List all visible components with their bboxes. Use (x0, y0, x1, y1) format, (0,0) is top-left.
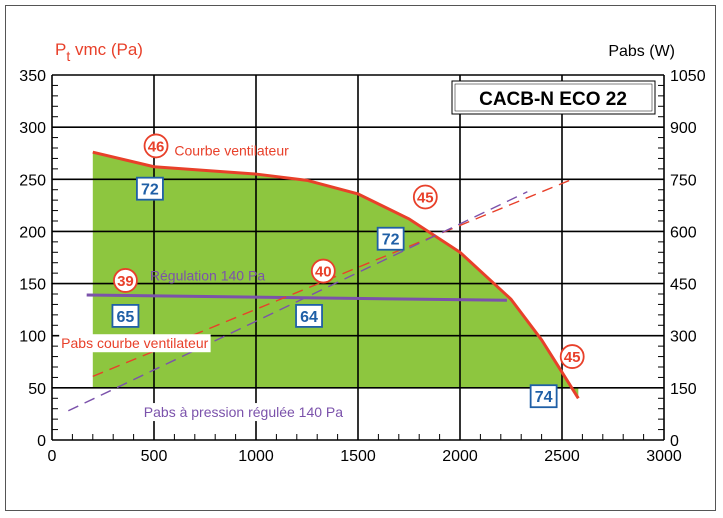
annotation-box (295, 303, 323, 328)
y2-axis-label: Pabs (W) (608, 43, 675, 60)
annotation-circle (113, 268, 138, 293)
title-box: CACB-N ECO 22 (451, 80, 656, 115)
annotation-text: Pabs courbe ventilateur (61, 335, 208, 351)
annotation-circle (412, 184, 438, 210)
y2-tick-label: 900 (670, 120, 697, 137)
y2-tick-label: 300 (670, 329, 697, 346)
y-tick-label: 100 (19, 329, 46, 346)
annotation-circle (143, 133, 169, 159)
annotation-box-value: 74 (535, 389, 553, 406)
series-line-1 (92, 150, 580, 400)
annotation-circle-value: 45 (417, 190, 434, 207)
annotation-box (111, 303, 140, 328)
title-box-inner (454, 83, 653, 112)
y-tick-label: 0 (37, 433, 46, 450)
annotation-circle-value: 40 (315, 264, 332, 281)
annotation-text: Régulation 140 Pa (150, 267, 265, 283)
x-tick-label: 3000 (646, 448, 682, 465)
annotation-box (136, 176, 164, 201)
y2-tick-label: 0 (670, 433, 679, 450)
y2-tick-label: 1050 (670, 68, 706, 85)
chart-frame (5, 5, 716, 511)
y2-tick-label: 450 (670, 277, 697, 294)
annotation-box-value: 64 (300, 309, 318, 326)
annotation-box-value: 72 (141, 182, 159, 199)
x-tick-label: 0 (48, 448, 57, 465)
x-tick-label: 2000 (442, 448, 478, 465)
x-tick-label: 1000 (238, 448, 274, 465)
y2-tick-label: 750 (670, 172, 697, 189)
x-tick-label: 1500 (340, 448, 376, 465)
operating-area (92, 152, 579, 399)
series-line-4 (68, 191, 528, 412)
y-tick-label: 200 (19, 224, 46, 241)
y-tick-label: 350 (19, 68, 46, 85)
y2-tick-label: 600 (670, 224, 697, 241)
annotation-text-bg (141, 403, 346, 422)
x-tick-label: 2500 (544, 448, 580, 465)
x-tick-label: 500 (141, 448, 168, 465)
annotation-circle (559, 344, 585, 369)
y-axis-label: Pt vmc (Pa) (55, 40, 143, 64)
annotation-text: Pabs à pression régulée 140 Pa (144, 404, 343, 420)
annotation-box-value: 65 (117, 309, 135, 326)
annotation-text-bg (59, 334, 211, 353)
y-tick-label: 50 (28, 381, 46, 398)
annotation-box (529, 384, 558, 409)
annotation-circle-value: 45 (564, 349, 581, 366)
annotation-circle-value: 46 (148, 138, 165, 155)
y2-tick-label: 150 (670, 381, 697, 398)
annotation-box-value: 72 (382, 232, 400, 249)
y-tick-label: 300 (19, 120, 46, 137)
annotation-text: Courbe ventilateur (174, 142, 289, 158)
annotation-box (376, 226, 405, 251)
series-line-2 (86, 293, 507, 302)
title-box-frame (451, 80, 656, 115)
y-tick-label: 150 (19, 277, 46, 294)
title-box-text: CACB-N ECO 22 (479, 89, 627, 110)
y-tick-label: 250 (19, 172, 46, 189)
annotation-circle-value: 39 (117, 273, 134, 290)
annotation-circle (310, 258, 336, 284)
